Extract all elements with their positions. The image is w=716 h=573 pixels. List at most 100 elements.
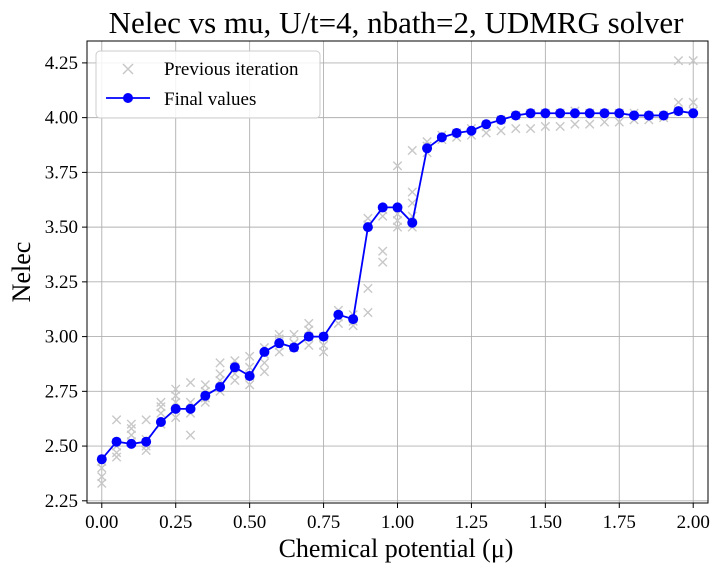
series-final-values [96,106,699,465]
legend-marker-previous-iteration [122,63,134,75]
final-values-point [333,309,344,320]
previous-iteration-point [525,123,536,134]
x-tick-label: 0.00 [85,512,118,533]
final-values-point [599,108,610,119]
previous-iteration-point [244,380,255,390]
x-tick-label: 2.00 [677,512,710,533]
final-values-point [377,202,388,213]
final-values-point [318,331,329,342]
y-tick-label: 2.50 [45,436,78,457]
x-axis-ticks: 0.00 0.25 0.50 0.75 1.00 1.25 1.50 1.75 2.00 [85,503,710,533]
previous-iteration-point [259,358,270,368]
final-values-point [274,338,285,349]
final-values-point [170,403,181,414]
legend-marker-final-values [106,93,150,103]
legend-label-previous-iteration: Previous iteration [164,59,299,80]
final-values-point [185,403,196,414]
final-values-point [510,110,521,121]
final-values-point [126,438,137,449]
final-values-point [436,132,447,143]
x-tick-label: 0.25 [159,512,192,533]
previous-iteration-point [614,117,624,127]
previous-iteration-point [126,423,137,434]
y-tick-label: 3.00 [45,327,78,348]
final-values-point [96,454,107,465]
previous-iteration-point [97,472,107,482]
final-values-point [244,371,255,382]
previous-iteration-point [304,340,314,351]
final-values-point [289,342,299,353]
final-values-point [658,110,669,121]
x-tick-label: 0.50 [233,512,266,533]
final-values-point [362,222,373,233]
previous-iteration-point [407,145,417,156]
previous-iteration-point [259,366,270,377]
previous-iteration-point [289,329,299,340]
x-tick-label: 1.50 [529,512,562,533]
final-values-point [496,114,506,125]
previous-iteration-point [496,126,506,136]
previous-iteration-point [111,452,122,462]
y-tick-label: 3.50 [45,217,78,238]
legend-label-final-values: Final values [164,89,256,110]
x-tick-label: 0.75 [307,512,340,533]
y-tick-label: 3.75 [45,162,78,183]
y-tick-label: 4.00 [45,108,78,129]
previous-iteration-point [363,283,373,294]
final-values-point [141,436,152,447]
previous-iteration-point [378,257,388,267]
final-values-point [303,331,314,342]
previous-iteration-point [200,380,210,390]
y-axis-ticks: 2.25 2.50 2.75 3.00 3.25 3.50 3.75 4.00 4.25 [45,53,87,512]
previous-iteration-point [673,97,684,108]
previous-iteration-point [378,246,388,256]
x-tick-label: 1.00 [381,512,414,533]
final-values-point [348,314,359,325]
previous-iteration-point [141,445,151,456]
y-tick-label: 3.25 [45,272,78,293]
previous-iteration-point [688,56,698,66]
final-values-point [466,125,477,136]
legend: Previous iteration Final values [95,50,321,119]
final-values-point [643,110,654,121]
previous-iteration-point [111,415,122,425]
final-values-point [229,362,240,373]
previous-iteration-point [156,397,166,407]
previous-iteration-point [185,430,196,440]
previous-iteration-point [215,358,225,368]
final-values-point [629,110,640,121]
final-values-point [569,108,580,119]
final-values-point [614,108,625,119]
final-values-point [555,108,566,119]
previous-iteration-point [126,419,137,429]
final-values-point [584,108,595,119]
final-values-point [259,346,270,357]
final-values-point [111,436,122,447]
final-values-point [422,143,433,154]
y-tick-label: 2.75 [45,381,78,402]
previous-iteration-point [585,119,595,129]
x-axis-label: Chemical potential (μ) [279,534,514,563]
previous-iteration-point [156,401,166,412]
final-values-point [481,119,492,130]
previous-iteration-point [215,369,225,379]
previous-iteration-point [688,97,698,108]
final-values-point [407,217,418,228]
y-axis-label: Nelec [7,242,36,303]
previous-iteration-point [185,377,196,388]
previous-iteration-point [171,384,181,394]
previous-iteration-point [599,117,610,127]
previous-iteration-point [363,307,373,318]
final-values-point [155,416,166,427]
final-values-point [540,108,551,119]
final-values-point [688,108,699,119]
final-values-point [673,106,684,117]
previous-iteration-point [407,187,417,197]
previous-iteration-point [318,340,329,351]
previous-iteration-point [392,161,403,171]
previous-iteration-point [511,123,521,134]
x-tick-label: 1.25 [455,512,488,533]
previous-iteration-point [570,119,580,129]
legend-box [95,50,321,119]
previous-iteration-point [274,329,284,340]
